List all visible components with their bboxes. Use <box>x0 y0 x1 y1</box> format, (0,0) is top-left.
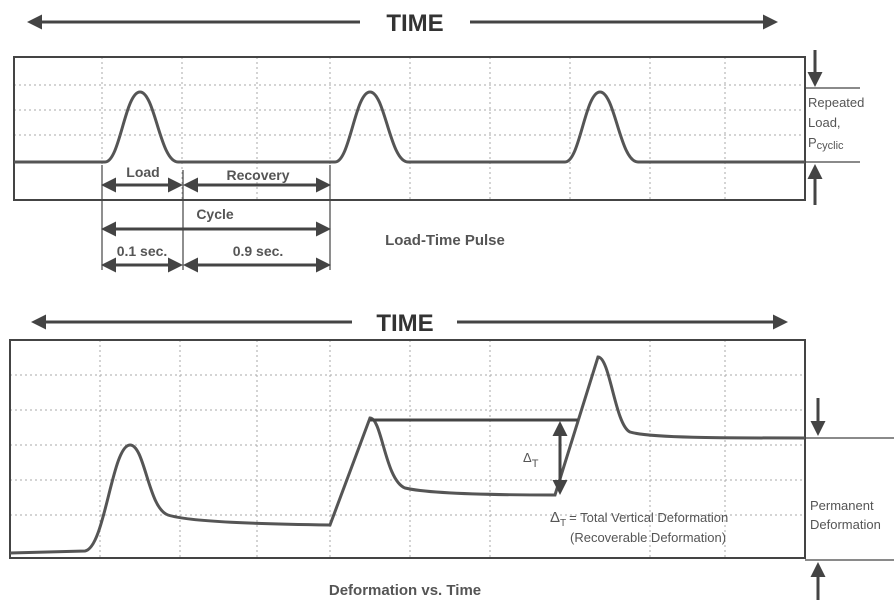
side-label: Load, <box>808 115 841 130</box>
bottom-grid <box>10 340 805 558</box>
recovery-duration: 0.9 sec. <box>233 243 284 259</box>
caption: Deformation vs. Time <box>329 582 481 599</box>
legend-note: (Recoverable Deformation) <box>570 530 726 545</box>
symbol: P <box>808 135 817 150</box>
side-label: Permanent <box>810 498 874 513</box>
load-duration: 0.1 sec. <box>117 243 168 259</box>
subscript: T <box>560 518 566 529</box>
caption: Load-Time Pulse <box>385 232 505 249</box>
symbol: Δ <box>523 450 532 465</box>
delta-label: ΔT <box>523 450 539 470</box>
bottom-frame <box>10 340 805 558</box>
time-label: TIME <box>376 310 433 337</box>
recovery-label: Recovery <box>226 167 289 183</box>
legend: ΔT= Total Vertical Deformation <box>550 509 728 529</box>
side-label: Repeated <box>808 95 864 110</box>
load-label: Load <box>126 164 159 180</box>
side-label: Deformation <box>810 517 881 532</box>
diagram: TIME Repeated Load, Pcyclic Load Recover… <box>0 0 894 603</box>
symbol: Δ <box>550 509 560 526</box>
subscript: T <box>532 458 539 470</box>
cycle-label: Cycle <box>196 206 234 222</box>
legend-text: = Total Vertical Deformation <box>569 510 728 525</box>
subscript: cyclic <box>817 140 844 152</box>
side-label: Pcyclic <box>808 135 844 152</box>
time-label: TIME <box>386 10 443 37</box>
